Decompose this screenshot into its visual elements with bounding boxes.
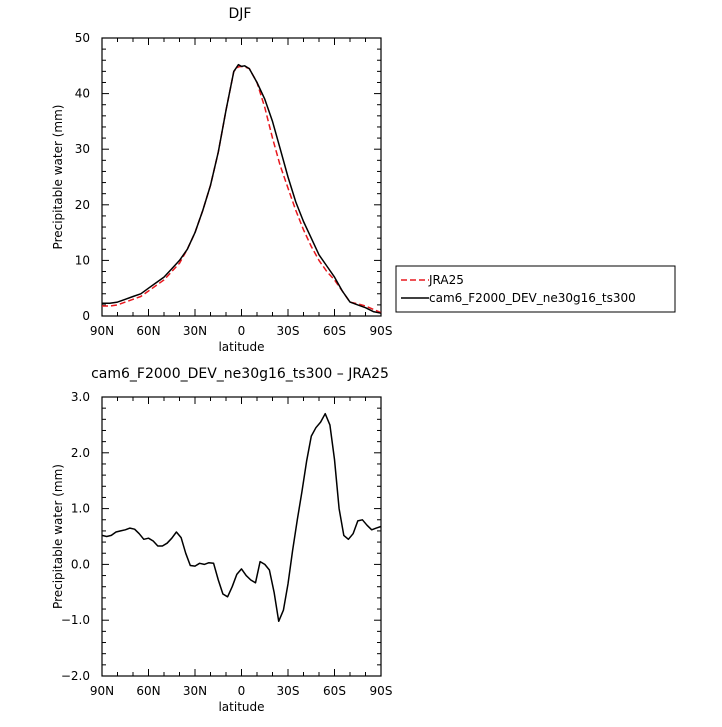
plot-frame-0 xyxy=(101,37,382,317)
x-tick-label-0-2: 30N xyxy=(183,324,207,338)
x-tick-label-1-3: 0 xyxy=(238,684,246,698)
y-axis-title-1: Precipitable water (mm) xyxy=(51,464,65,609)
y-axis-title-0: Precipitable water (mm) xyxy=(51,105,65,250)
y-tick-label-0-4: 40 xyxy=(75,87,90,101)
x-tick-label-0-0: 90N xyxy=(90,324,114,338)
legend-label-0: JRA25 xyxy=(428,273,464,287)
legend-box xyxy=(395,265,676,313)
x-tick-label-1-6: 90S xyxy=(370,684,393,698)
y-tick-label-1-1: −1.0 xyxy=(61,613,90,627)
x-tick-label-1-4: 30S xyxy=(277,684,300,698)
x-axis-title-1: latitude xyxy=(218,700,264,714)
x-tick-label-0-1: 60N xyxy=(136,324,160,338)
y-tick-label-0-5: 50 xyxy=(75,31,90,45)
y-tick-label-0-2: 20 xyxy=(75,198,90,212)
legend-label-1: cam6_F2000_DEV_ne30g16_ts300 xyxy=(429,291,636,305)
x-axis-title-0: latitude xyxy=(218,340,264,354)
y-tick-label-1-2: 0.0 xyxy=(71,557,90,571)
y-tick-label-1-4: 2.0 xyxy=(71,446,90,460)
chart-title-1: cam6_F2000_DEV_ne30g16_ts300 – JRA25 xyxy=(91,366,389,382)
x-tick-label-1-5: 60S xyxy=(323,684,346,698)
y-tick-label-0-1: 10 xyxy=(75,253,90,267)
x-tick-label-1-2: 30N xyxy=(183,684,207,698)
y-tick-label-0-0: 0 xyxy=(82,309,90,323)
plot-frame-1 xyxy=(101,396,382,677)
y-tick-label-1-5: 3.0 xyxy=(71,390,90,404)
y-tick-label-1-3: 1.0 xyxy=(71,502,90,516)
series-line-1-0 xyxy=(101,412,382,623)
x-tick-label-0-4: 30S xyxy=(277,324,300,338)
y-tick-label-0-3: 30 xyxy=(75,142,90,156)
x-tick-label-0-3: 0 xyxy=(238,324,246,338)
x-tick-label-1-0: 90N xyxy=(90,684,114,698)
chart-title-0: DJF xyxy=(229,6,252,22)
series-line-0-0 xyxy=(102,65,382,314)
x-tick-label-0-6: 90S xyxy=(370,324,393,338)
x-tick-label-0-5: 60S xyxy=(323,324,346,338)
y-tick-label-1-0: −2.0 xyxy=(61,669,90,683)
x-tick-label-1-1: 60N xyxy=(136,684,160,698)
series-line-0-1 xyxy=(102,63,382,314)
